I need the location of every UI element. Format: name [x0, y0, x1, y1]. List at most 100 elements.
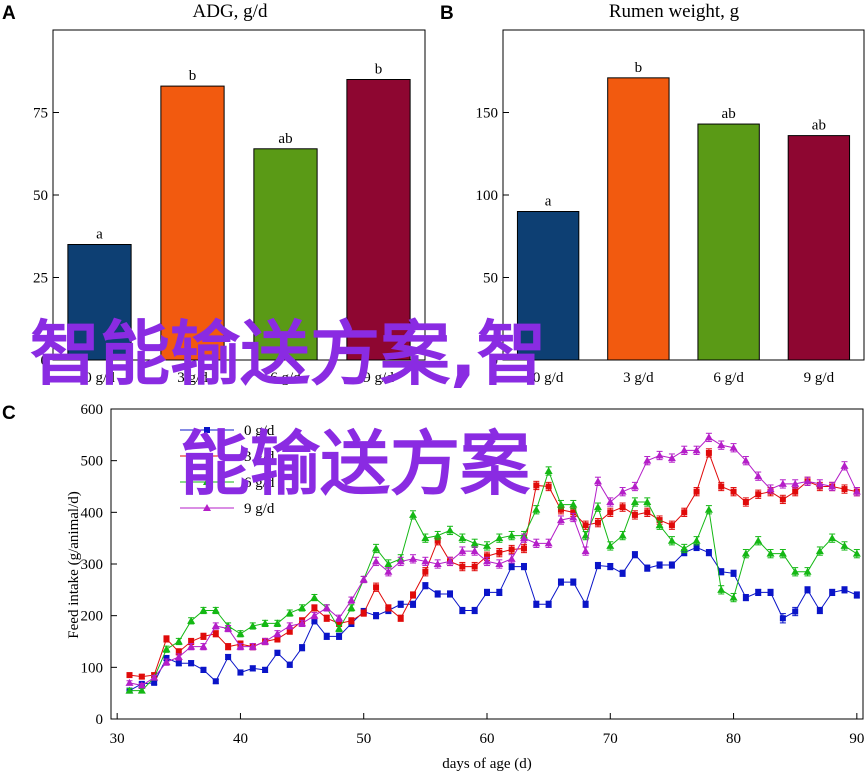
panel-c-x-tick-label: 40	[233, 731, 248, 747]
data-point	[532, 539, 541, 547]
panel-b-bar-letter-label: a	[545, 194, 552, 210]
data-point	[421, 557, 430, 565]
data-point	[163, 655, 170, 662]
data-point	[360, 610, 367, 617]
data-point	[853, 592, 860, 598]
panel-b-title: Rumen weight, g	[609, 1, 740, 22]
data-point	[692, 536, 701, 544]
data-point	[285, 622, 294, 629]
panel-a-bar-letter-label: b	[375, 62, 383, 78]
data-point	[791, 479, 800, 487]
data-point	[607, 563, 614, 570]
panel-c-x-tick-label: 30	[110, 731, 125, 747]
panel-b-letter: B	[440, 3, 454, 24]
data-point	[766, 485, 775, 493]
panel-a-letter: A	[2, 3, 16, 24]
data-point	[594, 562, 601, 569]
panel-c-y-tick-label: 100	[81, 660, 104, 676]
data-point	[174, 637, 183, 645]
panel-a-bar-letter-label: ab	[278, 131, 292, 147]
data-point	[249, 665, 256, 672]
panel-b-y-tick-label: 150	[476, 106, 499, 122]
data-point	[741, 456, 750, 464]
data-point	[397, 615, 404, 622]
data-point	[643, 498, 652, 505]
data-point	[729, 593, 738, 601]
data-point	[581, 531, 590, 539]
data-point	[483, 557, 491, 565]
data-point	[520, 563, 527, 570]
panel-c-y-axis-label: Feed intake (g/animal/d)	[66, 491, 82, 638]
data-point	[224, 624, 233, 632]
data-point	[446, 526, 455, 534]
data-point	[484, 589, 490, 596]
panel-b-category-label: 6 g/d	[713, 370, 744, 386]
data-point	[852, 549, 861, 557]
data-point	[471, 563, 478, 570]
panel-b-category-label: 0 g/d	[533, 370, 564, 386]
data-point	[569, 500, 578, 508]
data-point	[211, 606, 220, 614]
data-point	[496, 589, 503, 596]
data-point	[619, 504, 626, 511]
panel-b-bar-letter-label: b	[635, 60, 643, 76]
legend-entry: 9 g/d	[180, 501, 275, 517]
data-point	[447, 590, 454, 597]
data-point	[841, 586, 848, 593]
data-point	[200, 633, 207, 640]
data-point	[582, 601, 589, 608]
data-point	[286, 661, 293, 668]
data-point	[582, 522, 589, 529]
data-point	[495, 560, 504, 567]
data-point	[459, 607, 466, 614]
watermark-overlay: 智能输送方案,智 能输送方案	[30, 313, 547, 505]
data-point	[225, 643, 232, 650]
data-point	[471, 607, 478, 614]
panel-a-bar-letter-label: a	[96, 227, 103, 243]
data-point	[421, 534, 430, 542]
panel-b-category-label: 3 g/d	[623, 370, 654, 386]
data-point	[274, 649, 281, 656]
data-point	[852, 487, 861, 495]
panel-a-bar	[67, 244, 132, 361]
data-point	[828, 534, 837, 542]
data-point	[212, 630, 219, 637]
data-point	[792, 608, 799, 615]
panel-c-x-tick-label: 60	[480, 731, 495, 747]
legend-entry: 3 g/d	[180, 449, 275, 465]
data-point	[655, 521, 664, 529]
data-point	[741, 549, 750, 557]
data-point	[151, 679, 158, 686]
panel-a-y-tick-label: 75	[33, 106, 48, 122]
data-point	[815, 547, 824, 555]
panel-c-x-tick-label: 70	[603, 731, 618, 747]
data-point	[656, 517, 663, 524]
legend-entry: 6 g/d	[180, 475, 275, 491]
data-point	[815, 479, 824, 487]
data-point	[556, 500, 565, 508]
legend-label: 0 g/d	[244, 423, 275, 439]
data-point	[631, 511, 638, 518]
panel-a-x-axis: 0 g/d 3 g/d 6 g/d 9 g/d	[84, 370, 394, 386]
legend-label: 3 g/d	[244, 449, 275, 465]
legend-marker	[203, 478, 211, 485]
panel-c-y-tick-label: 200	[81, 609, 104, 625]
data-point	[359, 575, 368, 583]
data-point	[519, 534, 528, 542]
data-point	[778, 549, 787, 557]
panel-b-y-tick-label: 0	[491, 353, 499, 369]
panel-a-y-tick-label: 0	[41, 353, 49, 369]
legend-marker	[204, 453, 210, 459]
data-point	[459, 563, 466, 570]
panel-b-bar	[607, 77, 670, 361]
data-point	[336, 620, 343, 627]
data-point	[373, 584, 380, 591]
data-point	[225, 654, 232, 660]
data-point	[544, 467, 553, 474]
data-point	[384, 560, 393, 567]
data-point	[311, 617, 318, 624]
panel-c-y-axis: 0 100 200 300 400 500 600	[81, 402, 117, 728]
